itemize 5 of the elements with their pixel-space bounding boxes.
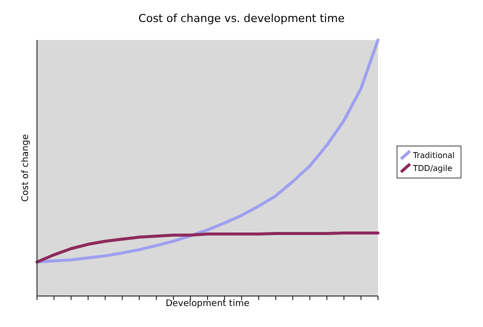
x-axis-title: Development time — [166, 299, 250, 309]
legend-label: TDD/agile — [412, 164, 452, 173]
chart-title: Cost of change vs. development time — [138, 12, 345, 25]
y-axis-title: Cost of change — [21, 134, 31, 202]
legend-label: Traditional — [412, 151, 455, 160]
